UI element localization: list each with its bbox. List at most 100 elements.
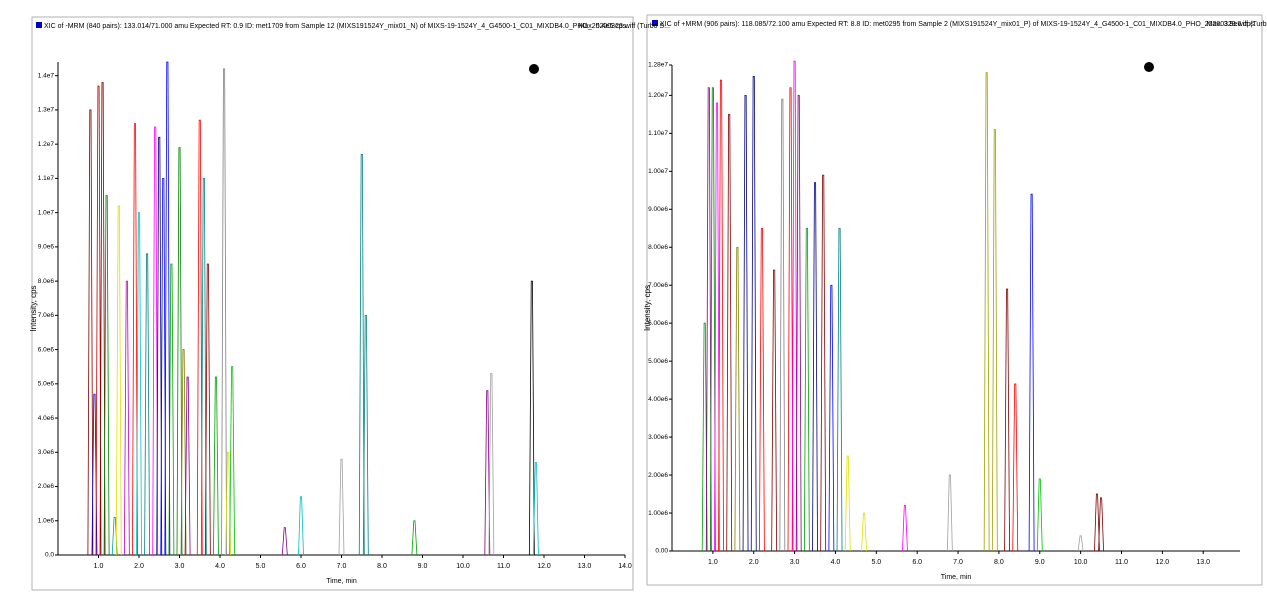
y-axis-label: Intensity, cps xyxy=(643,285,652,331)
chart-title: XIC of +MRM (906 pairs): 118.085/72.100 … xyxy=(660,21,1267,28)
peak xyxy=(803,227,810,552)
y-tick-label: 1.3e7 xyxy=(38,107,55,114)
x-tick-label: 2.0 xyxy=(749,559,759,566)
y-tick-label: 1.4e7 xyxy=(38,72,55,79)
peak xyxy=(701,322,708,552)
peak xyxy=(281,527,288,556)
peak xyxy=(103,195,110,556)
peak xyxy=(528,280,535,556)
y-tick-label: 2.0e6 xyxy=(38,483,55,490)
x-tick-label: 12.0 xyxy=(537,563,551,570)
peak xyxy=(160,178,167,556)
x-tick-label: 5.0 xyxy=(871,559,881,566)
y-tick-label: 1.2e7 xyxy=(38,141,55,148)
peak xyxy=(812,182,818,552)
chart-title: XIC of -MRM (840 pairs): 133.014/71.000 … xyxy=(44,23,670,30)
peak xyxy=(298,496,304,556)
peak xyxy=(488,373,495,556)
peak xyxy=(225,451,231,556)
peak xyxy=(144,253,150,556)
peak xyxy=(1098,497,1104,552)
y-tick-label: 3.00e6 xyxy=(648,434,668,441)
peak xyxy=(152,126,159,556)
peak xyxy=(742,94,749,552)
peak xyxy=(362,314,369,556)
x-tick-label: 13.0 xyxy=(1196,559,1210,566)
y-tick-label: 1.28e7 xyxy=(648,62,668,69)
peak xyxy=(718,79,724,552)
peak xyxy=(484,390,491,556)
y-tick-label: 1.10e7 xyxy=(648,130,668,137)
y-tick-label: 7.0e6 xyxy=(38,312,55,319)
peak xyxy=(184,376,191,556)
peak xyxy=(1004,288,1010,552)
peak xyxy=(771,269,778,552)
peak xyxy=(200,178,207,556)
y-tick-label: 1.20e7 xyxy=(648,92,668,99)
x-tick-label: 1.0 xyxy=(708,559,718,566)
x-tick-label: 8.0 xyxy=(994,559,1004,566)
y-tick-label: 8.0e6 xyxy=(38,278,55,285)
peak xyxy=(1012,383,1019,552)
y-tick-label: 6.00e6 xyxy=(648,320,668,327)
peak xyxy=(1028,193,1035,552)
x-tick-label: 6.0 xyxy=(912,559,922,566)
max-label: Max. 3.9e6 cps. xyxy=(1207,21,1256,28)
peak xyxy=(1094,493,1100,552)
x-tick-label: 7.0 xyxy=(953,559,963,566)
peak xyxy=(787,87,794,552)
peak xyxy=(132,123,138,556)
peak xyxy=(726,113,733,552)
y-tick-label: 9.00e6 xyxy=(648,206,668,213)
peak xyxy=(115,205,122,556)
y-tick-label: 4.00e6 xyxy=(648,396,668,403)
peak xyxy=(180,349,187,556)
peak xyxy=(758,227,765,552)
y-tick-label: 1.00e7 xyxy=(648,168,668,175)
y-tick-label: 5.0e6 xyxy=(38,381,55,388)
peak xyxy=(221,68,227,556)
x-tick-label: 10.0 xyxy=(1074,559,1088,566)
peak xyxy=(196,119,203,556)
marker-dot xyxy=(1144,62,1154,72)
x-tick-label: 4.0 xyxy=(215,563,225,570)
peak xyxy=(779,98,786,552)
y-tick-label: 1.1e7 xyxy=(38,175,55,182)
x-tick-label: 4.0 xyxy=(831,559,841,566)
x-tick-label: 12.0 xyxy=(1156,559,1170,566)
x-tick-label: 7.0 xyxy=(337,563,347,570)
x-tick-label: 1.0 xyxy=(94,563,104,570)
y-tick-label: 7.00e6 xyxy=(648,282,668,289)
peak xyxy=(983,72,990,552)
y-tick-label: 1.0e7 xyxy=(38,209,55,216)
y-tick-label: 1.0e6 xyxy=(38,517,55,524)
peak xyxy=(204,263,211,556)
x-tick-label: 3.0 xyxy=(175,563,185,570)
peak xyxy=(168,263,175,556)
x-tick-label: 11.0 xyxy=(497,563,510,570)
peak xyxy=(156,136,163,556)
x-tick-label: 5.0 xyxy=(256,563,266,570)
peak xyxy=(229,366,236,556)
peak xyxy=(750,75,757,552)
peak xyxy=(946,474,953,552)
peak xyxy=(358,154,365,556)
peak xyxy=(95,85,102,556)
trace-icon xyxy=(652,20,658,26)
y-tick-label: 2.00e6 xyxy=(648,472,668,479)
x-axis-label: Time, min xyxy=(941,574,972,581)
peak xyxy=(902,505,908,552)
peak xyxy=(123,280,130,556)
peak xyxy=(828,284,835,552)
y-tick-label: 1.00e6 xyxy=(648,510,668,517)
x-tick-label: 9.0 xyxy=(418,563,428,570)
peak xyxy=(164,61,171,556)
peak xyxy=(338,458,345,556)
x-tick-label: 3.0 xyxy=(790,559,800,566)
x-tick-label: 2.0 xyxy=(134,563,144,570)
x-tick-label: 14.0 xyxy=(618,563,632,570)
y-tick-label: 8.00e6 xyxy=(648,244,668,251)
marker-dot xyxy=(529,64,539,74)
peak xyxy=(795,94,802,552)
trace-icon xyxy=(36,22,42,28)
